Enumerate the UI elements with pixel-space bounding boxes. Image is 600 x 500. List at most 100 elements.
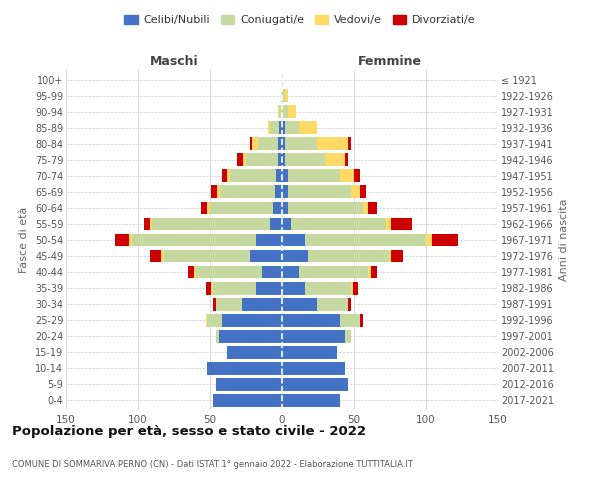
Bar bbox=[386, 218, 391, 230]
Bar bbox=[305, 282, 351, 294]
Bar bbox=[202, 202, 207, 214]
Bar bbox=[206, 314, 207, 326]
Bar bbox=[149, 250, 161, 262]
Bar bbox=[279, 122, 282, 134]
Bar bbox=[262, 266, 282, 278]
Bar bbox=[216, 378, 282, 391]
Bar bbox=[340, 170, 354, 182]
Bar bbox=[210, 202, 274, 214]
Bar bbox=[282, 89, 285, 102]
Bar bbox=[354, 170, 360, 182]
Text: Femmine: Femmine bbox=[358, 56, 422, 68]
Bar bbox=[282, 106, 288, 118]
Bar bbox=[282, 234, 305, 246]
Bar bbox=[317, 298, 348, 310]
Bar bbox=[348, 138, 351, 150]
Bar bbox=[288, 202, 362, 214]
Y-axis label: Fasce di età: Fasce di età bbox=[19, 207, 29, 273]
Bar bbox=[278, 106, 279, 118]
Bar bbox=[207, 202, 210, 214]
Bar bbox=[213, 298, 216, 310]
Bar bbox=[268, 122, 271, 134]
Bar bbox=[246, 154, 278, 166]
Bar bbox=[308, 250, 389, 262]
Text: COMUNE DI SOMMARIVA PERNO (CN) - Dati ISTAT 1° gennaio 2022 - Elaborazione TUTTI: COMUNE DI SOMMARIVA PERNO (CN) - Dati IS… bbox=[12, 460, 413, 469]
Bar bbox=[360, 314, 362, 326]
Bar bbox=[274, 202, 282, 214]
Bar bbox=[288, 170, 340, 182]
Bar bbox=[278, 154, 282, 166]
Bar bbox=[285, 89, 288, 102]
Bar bbox=[305, 234, 426, 246]
Bar bbox=[149, 218, 152, 230]
Bar bbox=[221, 170, 227, 182]
Y-axis label: Anni di nascita: Anni di nascita bbox=[559, 198, 569, 281]
Bar bbox=[285, 154, 325, 166]
Legend: Celibi/Nubili, Coniugati/e, Vedovi/e, Divorziati/e: Celibi/Nubili, Coniugati/e, Vedovi/e, Di… bbox=[120, 10, 480, 30]
Bar bbox=[194, 266, 196, 278]
Bar bbox=[250, 138, 252, 150]
Bar bbox=[275, 186, 282, 198]
Bar bbox=[161, 250, 164, 262]
Bar bbox=[227, 346, 282, 358]
Bar bbox=[282, 330, 346, 342]
Bar bbox=[282, 394, 340, 407]
Bar bbox=[282, 346, 337, 358]
Bar bbox=[207, 362, 282, 374]
Bar bbox=[282, 282, 305, 294]
Bar bbox=[282, 378, 348, 391]
Bar bbox=[257, 138, 278, 150]
Bar bbox=[346, 330, 351, 342]
Bar bbox=[426, 234, 432, 246]
Bar bbox=[276, 170, 282, 182]
Bar bbox=[221, 314, 282, 326]
Bar bbox=[282, 314, 340, 326]
Bar bbox=[285, 122, 299, 134]
Bar bbox=[288, 186, 351, 198]
Text: Popolazione per età, sesso e stato civile - 2022: Popolazione per età, sesso e stato civil… bbox=[12, 425, 366, 438]
Bar bbox=[243, 154, 246, 166]
Bar bbox=[353, 282, 358, 294]
Bar bbox=[218, 330, 282, 342]
Bar bbox=[282, 138, 285, 150]
Bar bbox=[164, 250, 250, 262]
Bar bbox=[252, 138, 257, 150]
Bar bbox=[216, 298, 242, 310]
Bar bbox=[282, 122, 285, 134]
Bar bbox=[213, 282, 256, 294]
Bar bbox=[282, 202, 288, 214]
Bar bbox=[325, 154, 346, 166]
Bar bbox=[282, 266, 299, 278]
Bar bbox=[271, 122, 279, 134]
Bar bbox=[206, 282, 211, 294]
Bar bbox=[188, 266, 194, 278]
Bar bbox=[242, 298, 282, 310]
Bar bbox=[115, 234, 130, 246]
Bar bbox=[130, 234, 132, 246]
Bar bbox=[216, 330, 218, 342]
Bar bbox=[346, 154, 348, 166]
Bar bbox=[132, 234, 256, 246]
Bar bbox=[285, 138, 317, 150]
Bar bbox=[207, 314, 221, 326]
Bar bbox=[238, 154, 243, 166]
Bar bbox=[256, 282, 282, 294]
Bar bbox=[360, 186, 365, 198]
Bar bbox=[391, 218, 412, 230]
Bar bbox=[432, 234, 458, 246]
Bar bbox=[362, 202, 368, 214]
Bar bbox=[278, 138, 282, 150]
Bar bbox=[250, 250, 282, 262]
Bar bbox=[211, 186, 217, 198]
Bar bbox=[368, 202, 377, 214]
Bar bbox=[371, 266, 377, 278]
Bar bbox=[391, 250, 403, 262]
Bar bbox=[220, 186, 275, 198]
Bar bbox=[256, 234, 282, 246]
Bar bbox=[279, 106, 282, 118]
Bar bbox=[196, 266, 262, 278]
Bar bbox=[282, 186, 288, 198]
Bar bbox=[217, 186, 220, 198]
Bar bbox=[211, 282, 213, 294]
Text: Maschi: Maschi bbox=[149, 56, 199, 68]
